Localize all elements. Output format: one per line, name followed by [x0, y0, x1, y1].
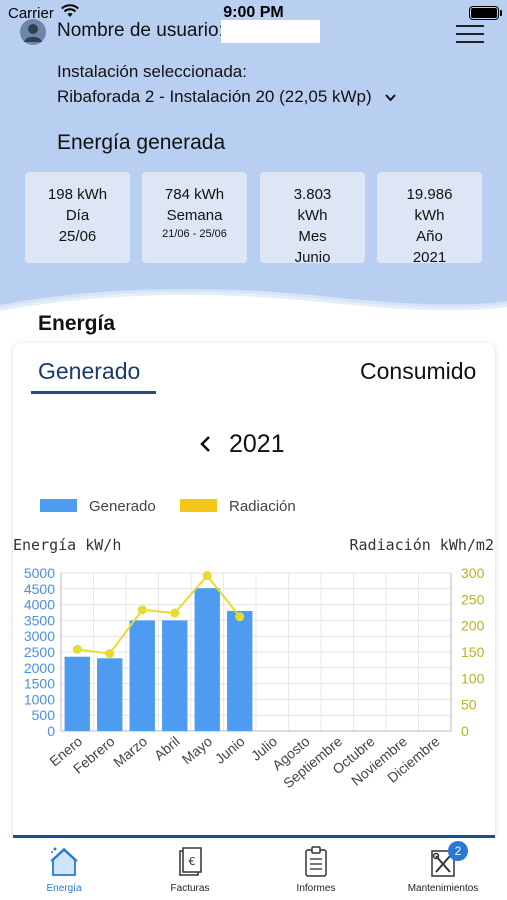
stat-period: Semana [166, 207, 223, 224]
right-tick-label: 50 [461, 697, 477, 713]
username-label: Nombre de usuario: [57, 20, 224, 41]
stat-period: Día [65, 207, 90, 224]
bar-generado [227, 610, 253, 731]
stat-card-day: 198 kWh Día 25/06 [25, 172, 130, 263]
left-tick-label: 4500 [24, 581, 55, 597]
active-tab-indicator [31, 391, 156, 394]
stat-value: 784 kWh [164, 186, 225, 203]
right-axis-title: Radiación kWh/m2 [350, 536, 495, 554]
bar-generado [64, 656, 90, 731]
invoice-icon: € [179, 847, 202, 876]
stat-detail: 25/06 [58, 228, 97, 245]
bar-generado [97, 658, 123, 731]
legend-swatch [40, 499, 77, 512]
left-axis-title: Energía kW/h [13, 536, 121, 554]
status-time: 9:00 PM [223, 4, 284, 21]
left-tick-label: 0 [47, 723, 55, 739]
tab-label: Energía [46, 883, 82, 894]
stat-card-week: 784 kWh Semana 21/06 - 25/06 [142, 172, 247, 263]
stat-card-year: 19.986 kWh Año 2021 [377, 172, 482, 266]
left-tick-label: 500 [32, 707, 56, 723]
legend-label: Radiación [229, 498, 296, 515]
stat-unit: kWh [414, 207, 445, 224]
tab-informes[interactable]: Informes [253, 838, 379, 900]
wrench-icon [431, 850, 455, 877]
left-tick-label: 5000 [24, 565, 55, 581]
tab-generated[interactable]: Generado [38, 358, 141, 384]
installation-value: Ribaforada 2 - Instalación 20 (22,05 kWp… [57, 87, 372, 106]
left-tick-label: 4000 [24, 597, 55, 613]
point-radiacion [202, 571, 212, 581]
tab-label: Informes [296, 883, 336, 894]
user-avatar-icon[interactable] [20, 19, 46, 45]
category-label: Marzo [110, 733, 150, 770]
category-label: Junio [212, 733, 248, 767]
line-radiacion [77, 574, 241, 655]
legend-swatch [180, 499, 217, 512]
right-tick-label: 0 [461, 723, 469, 739]
tab-label: Mantenimientos [407, 883, 479, 894]
point-radiacion [170, 608, 180, 618]
category-label: Mayo [179, 733, 216, 767]
carrier-label: Carrier [8, 5, 54, 22]
panel-bottom-border [13, 835, 495, 838]
status-bar: Carrier 9:00 PM [0, 0, 507, 26]
right-tick-label: 250 [461, 591, 485, 607]
username-value-box [221, 20, 320, 43]
bar-generado [162, 620, 188, 731]
point-radiacion [72, 644, 82, 654]
legend-label: Generado [89, 498, 156, 515]
stat-value: 3.803 [293, 186, 332, 203]
point-radiacion [235, 612, 245, 622]
stat-card-month: 3.803 kWh Mes Junio [260, 172, 365, 266]
hamburger-menu-icon[interactable] [456, 25, 484, 47]
header-wave [0, 288, 507, 340]
installation-selector[interactable]: Ribaforada 2 - Instalación 20 (22,05 kWp… [57, 87, 397, 107]
previous-year-icon[interactable] [198, 434, 214, 454]
generated-energy-title: Energía generada [57, 131, 226, 154]
right-tick-label: 200 [461, 618, 485, 634]
stat-value: 198 kWh [47, 186, 108, 203]
right-tick-label: 150 [461, 644, 485, 660]
header-background [0, 0, 507, 330]
tab-label: Facturas [170, 883, 210, 894]
chevron-down-icon [384, 93, 396, 101]
right-tick-label: 100 [461, 670, 485, 686]
selected-year: 2021 [229, 430, 285, 458]
stat-detail: 2021 [412, 249, 447, 266]
stat-unit: kWh [297, 207, 328, 224]
left-tick-label: 3000 [24, 628, 55, 644]
left-tick-label: 2000 [24, 660, 55, 676]
stat-period: Mes [298, 228, 327, 245]
left-tick-label: 1500 [24, 676, 55, 692]
energy-chart: Generado Radiación Energía kW/h Radiación k… [13, 498, 495, 791]
point-radiacion [105, 649, 115, 659]
home-icon [50, 847, 78, 876]
notification-badge: 2 [448, 841, 468, 861]
stat-value: 19.986 [406, 186, 453, 203]
left-tick-label: 2500 [24, 644, 55, 660]
energy-section-title: Energía [38, 312, 116, 335]
tab-consumed[interactable]: Consumido [360, 358, 477, 384]
tab-mantenimientos[interactable]: Mantenimientos [380, 838, 506, 900]
stat-period: Año [416, 228, 443, 245]
bar-generado [194, 588, 220, 731]
point-radiacion [137, 605, 147, 615]
svg-text:€: € [189, 855, 196, 868]
right-tick-label: 300 [461, 565, 485, 581]
stat-detail: 21/06 - 25/06 [162, 228, 227, 240]
bar-generado [129, 620, 155, 731]
clipboard-icon [305, 846, 327, 877]
category-label: Abril [151, 733, 183, 763]
left-tick-label: 1000 [24, 691, 55, 707]
installation-label: Instalación seleccionada: [57, 62, 247, 81]
stat-detail: Junio [294, 249, 331, 266]
tab-facturas[interactable]: € Facturas [127, 838, 253, 900]
tab-energia[interactable]: Energía [1, 838, 127, 900]
battery-icon [469, 6, 502, 20]
left-tick-label: 3500 [24, 612, 55, 628]
wifi-icon [61, 4, 79, 17]
bottom-tab-bar: Energía € Facturas Informes Mantenimient… [0, 838, 507, 900]
